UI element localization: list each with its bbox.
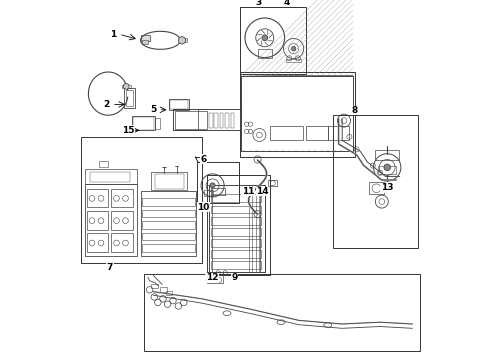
Bar xyxy=(90,172,130,182)
Bar xyxy=(111,189,133,207)
Bar xyxy=(143,233,195,240)
Bar xyxy=(378,166,396,174)
Bar xyxy=(211,194,261,202)
Bar xyxy=(231,113,234,128)
Bar xyxy=(111,233,133,252)
Bar xyxy=(207,272,223,283)
Bar xyxy=(211,217,261,225)
Bar xyxy=(143,198,195,206)
Bar xyxy=(211,188,225,195)
Bar xyxy=(124,88,135,108)
Bar xyxy=(306,126,328,140)
Bar xyxy=(209,113,213,128)
Circle shape xyxy=(210,183,215,188)
Bar xyxy=(207,175,270,275)
Text: 12: 12 xyxy=(206,274,218,282)
Text: 4: 4 xyxy=(283,0,290,7)
Bar xyxy=(175,111,207,129)
Bar xyxy=(211,239,261,247)
Text: 8: 8 xyxy=(352,106,358,115)
Bar xyxy=(143,210,195,217)
Bar xyxy=(85,184,137,256)
Bar xyxy=(375,150,399,160)
Bar xyxy=(155,118,160,129)
Bar xyxy=(240,72,355,157)
Bar xyxy=(369,182,384,194)
Bar xyxy=(269,180,277,186)
Bar xyxy=(143,221,195,229)
Circle shape xyxy=(123,84,129,89)
Bar xyxy=(173,109,240,130)
Bar xyxy=(166,291,172,295)
Bar xyxy=(197,162,239,203)
Bar xyxy=(132,116,155,130)
Circle shape xyxy=(178,37,186,44)
Bar xyxy=(170,100,189,109)
Bar xyxy=(225,113,229,128)
Bar xyxy=(204,190,213,196)
Bar xyxy=(141,35,149,41)
Bar xyxy=(87,189,108,207)
Text: 11: 11 xyxy=(242,187,254,196)
Text: 9: 9 xyxy=(231,274,237,282)
Text: 2: 2 xyxy=(103,100,110,109)
Bar xyxy=(211,250,261,258)
Circle shape xyxy=(262,35,268,41)
Text: 1: 1 xyxy=(110,30,117,39)
Bar xyxy=(270,126,303,140)
Bar xyxy=(143,244,195,252)
Bar xyxy=(151,172,187,190)
Text: 5: 5 xyxy=(150,105,156,114)
Bar xyxy=(261,185,265,272)
Bar xyxy=(144,274,419,351)
Bar xyxy=(240,7,306,74)
Bar xyxy=(122,85,130,88)
Bar xyxy=(242,76,353,151)
Bar xyxy=(333,115,418,248)
Text: 6: 6 xyxy=(200,154,207,163)
Text: 7: 7 xyxy=(107,263,113,271)
Text: 10: 10 xyxy=(197,202,210,211)
Bar xyxy=(256,185,259,272)
Bar xyxy=(87,233,108,252)
Bar xyxy=(111,211,133,230)
Bar xyxy=(220,113,223,128)
Bar xyxy=(160,287,167,292)
Bar xyxy=(209,185,265,272)
Bar xyxy=(211,261,261,269)
Bar xyxy=(133,117,154,130)
Bar xyxy=(211,206,261,213)
Circle shape xyxy=(384,164,391,171)
Text: 15: 15 xyxy=(122,126,134,135)
Bar xyxy=(87,211,108,230)
Text: 3: 3 xyxy=(256,0,262,7)
Bar xyxy=(211,228,261,236)
Bar xyxy=(141,191,196,256)
Bar xyxy=(180,38,187,42)
Bar xyxy=(170,99,189,110)
Bar xyxy=(151,284,158,288)
Text: 13: 13 xyxy=(381,184,393,192)
Bar xyxy=(85,169,137,184)
Bar xyxy=(173,109,198,130)
Text: 14: 14 xyxy=(256,187,269,196)
Bar xyxy=(215,113,218,128)
Bar xyxy=(328,126,349,140)
Bar xyxy=(99,161,108,167)
Bar xyxy=(286,59,301,62)
Circle shape xyxy=(292,46,296,51)
Bar xyxy=(248,185,252,272)
Bar xyxy=(207,185,212,272)
Bar xyxy=(258,49,272,58)
Bar xyxy=(143,40,148,44)
Bar xyxy=(126,90,133,106)
Bar xyxy=(81,137,202,263)
Bar xyxy=(155,174,184,189)
